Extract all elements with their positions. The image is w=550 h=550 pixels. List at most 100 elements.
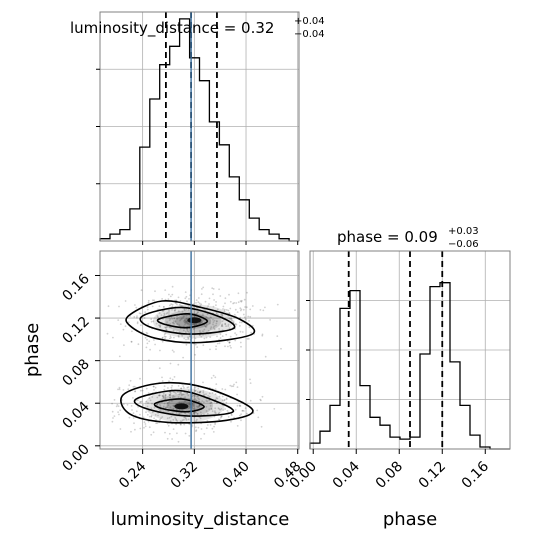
sample-point — [126, 403, 129, 406]
sample-point — [191, 403, 194, 405]
sample-point — [261, 333, 264, 336]
sample-point — [165, 312, 168, 315]
sample-point — [230, 413, 233, 415]
sample-point — [208, 399, 211, 402]
sample-point — [225, 398, 228, 401]
sample-point — [211, 427, 214, 430]
sample-point — [199, 411, 202, 414]
sample-point — [225, 401, 228, 404]
sample-point — [181, 305, 184, 307]
sample-point — [113, 415, 116, 417]
sample-point — [196, 346, 199, 348]
sample-point — [221, 314, 224, 317]
sample-point — [248, 320, 250, 322]
sample-point — [166, 417, 169, 420]
sample-point — [228, 341, 231, 344]
sample-point — [215, 324, 217, 327]
sample-point — [128, 384, 131, 387]
sample-point — [183, 309, 186, 312]
sample-point — [205, 393, 207, 395]
sample-point — [117, 411, 119, 413]
sample-point — [240, 308, 243, 311]
sample-point — [163, 312, 166, 315]
sample-point — [174, 417, 177, 419]
sample-point — [149, 348, 152, 351]
sample-point — [150, 433, 153, 436]
sample-point — [228, 341, 231, 344]
sample-point — [119, 409, 122, 412]
sample-point — [215, 402, 218, 404]
sample-point — [151, 299, 154, 302]
sample-point — [202, 318, 205, 321]
contour-layer — [120, 300, 256, 424]
sample-point — [226, 409, 229, 412]
sample-point — [200, 293, 203, 296]
sample-point — [146, 413, 149, 416]
sample-point — [223, 308, 226, 311]
sample-point — [173, 318, 176, 320]
sample-point — [225, 333, 228, 336]
sample-point — [112, 336, 114, 339]
sample-point — [208, 303, 210, 305]
sample-point — [175, 423, 178, 426]
sample-point — [221, 324, 223, 327]
sample-point — [170, 336, 172, 339]
sample-point — [212, 323, 214, 326]
sample-point — [148, 397, 151, 399]
sample-point — [185, 343, 188, 346]
sample-point — [130, 430, 132, 433]
sample-point — [147, 323, 150, 325]
sample-point — [232, 320, 235, 323]
sample-point — [236, 393, 239, 396]
sample-point — [168, 326, 171, 329]
sample-point — [143, 421, 146, 424]
sample-point — [106, 332, 109, 335]
sample-point — [166, 321, 169, 323]
sample-point — [229, 307, 232, 310]
sample-point — [184, 412, 187, 415]
lower-mode-contour-inner — [153, 398, 205, 413]
sample-point — [202, 286, 205, 289]
sample-point — [119, 428, 122, 430]
sample-point — [161, 376, 163, 379]
sample-point — [154, 290, 156, 293]
sample-point — [208, 392, 211, 395]
sample-point — [161, 416, 164, 418]
sample-point — [122, 328, 125, 331]
sample-point — [186, 329, 189, 332]
sample-point — [215, 320, 218, 322]
histogram-layer — [99, 12, 510, 450]
sample-point — [240, 321, 243, 324]
sample-point — [183, 386, 185, 389]
sample-point — [215, 348, 217, 351]
sample-point — [221, 388, 224, 390]
upper-mode-contour-outer — [125, 300, 256, 344]
sample-point — [217, 418, 220, 421]
sample-point — [135, 306, 138, 309]
sample-point — [225, 309, 228, 311]
sample-point — [175, 392, 177, 394]
sample-point — [224, 388, 227, 391]
sample-point — [242, 313, 245, 316]
grid-layer — [100, 12, 510, 449]
sample-point — [163, 335, 166, 338]
sample-point — [228, 317, 231, 320]
sample-point — [243, 410, 245, 412]
sample-point — [159, 324, 162, 327]
sample-point — [198, 302, 201, 305]
sample-point — [169, 335, 172, 337]
sample-point — [195, 430, 197, 433]
sample-point — [233, 383, 235, 386]
sample-point — [164, 394, 167, 396]
sample-point — [162, 310, 164, 313]
sample-point — [188, 403, 191, 405]
sample-point — [205, 336, 208, 339]
sample-point — [194, 426, 197, 429]
sample-point — [241, 409, 244, 412]
sample-point — [134, 390, 137, 393]
sample-point — [197, 297, 200, 299]
sample-point — [238, 404, 241, 407]
sample-point — [227, 325, 230, 327]
sample-point — [140, 289, 143, 292]
sample-point — [199, 321, 201, 324]
